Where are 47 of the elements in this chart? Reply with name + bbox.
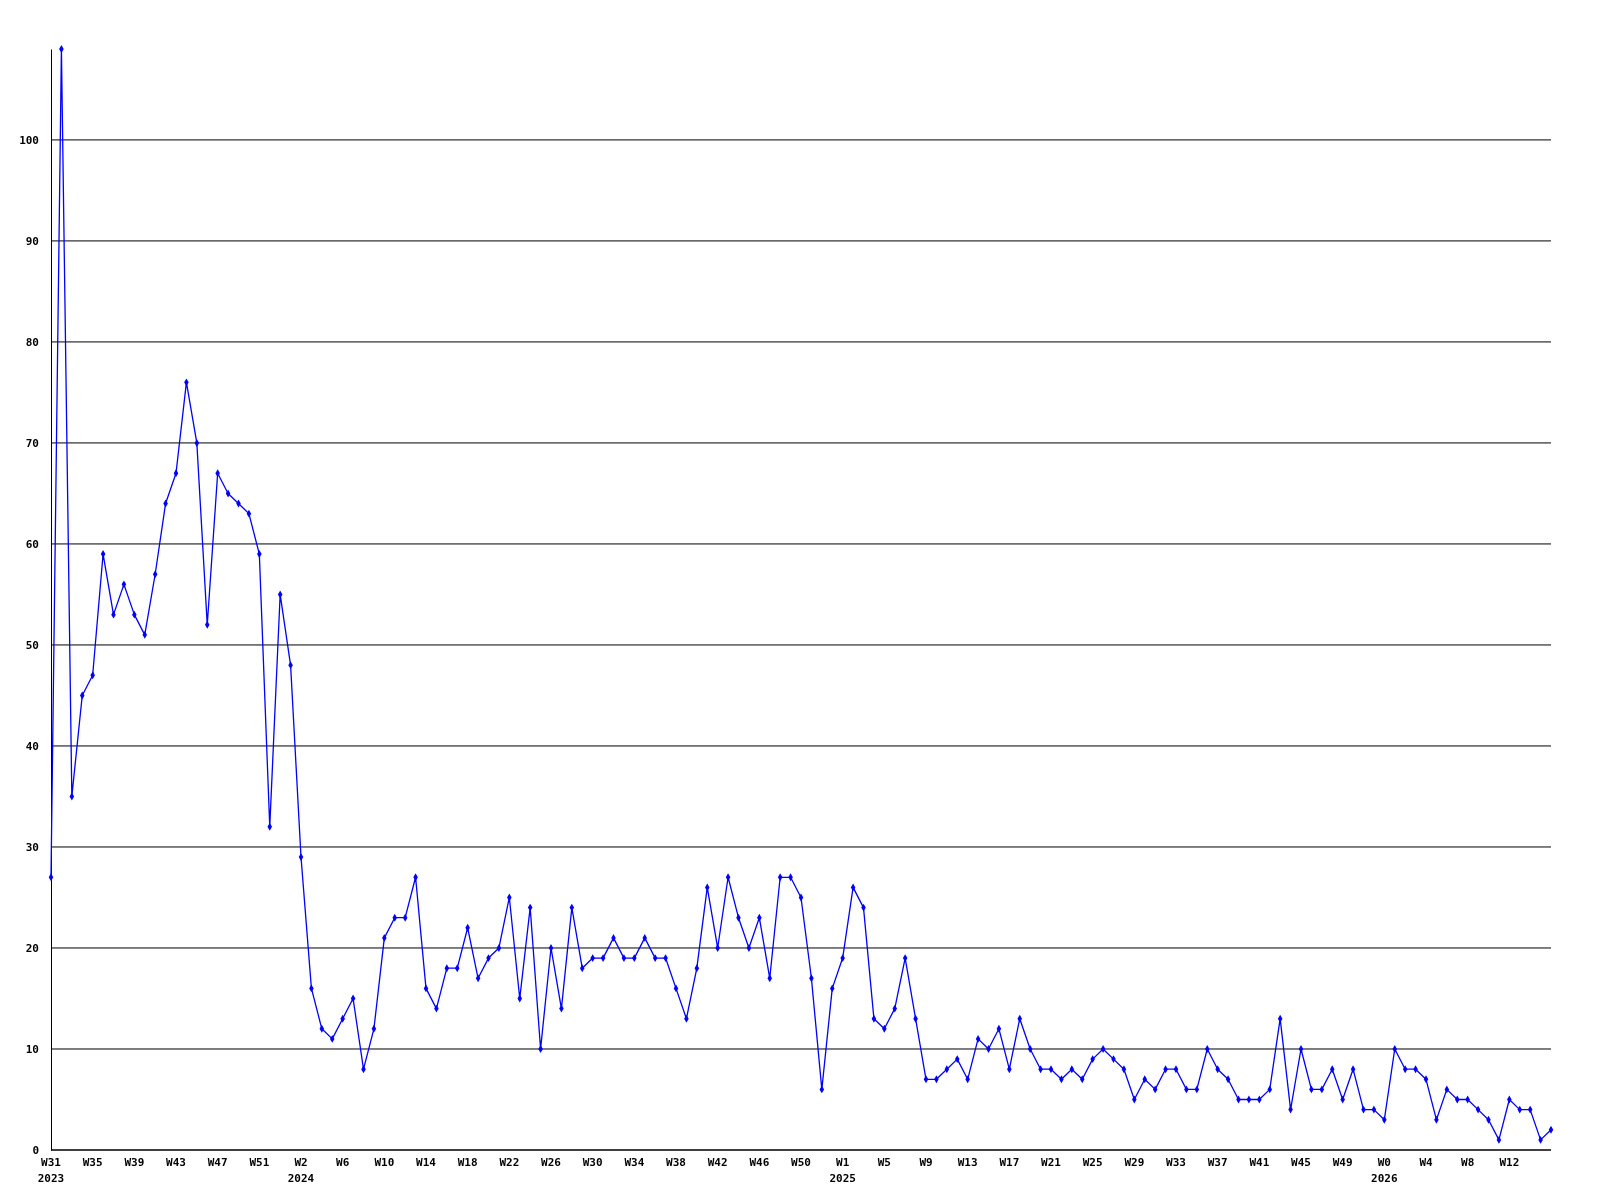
x-tick-label: W49 <box>1332 1156 1353 1169</box>
x-tick-label: W31 2023 <box>37 1156 65 1185</box>
y-tick-label: 70 <box>25 436 39 450</box>
y-tick-label: 0 <box>32 1144 39 1158</box>
y-tick-label: 20 <box>25 942 39 955</box>
x-tick-label: W0 2026 <box>1371 1156 1398 1185</box>
x-tick-label: W17 <box>999 1156 1020 1169</box>
x-tick-label: W22 <box>499 1156 520 1169</box>
x-tick-label: W10 <box>374 1156 395 1169</box>
x-tick-label: W2 2024 <box>287 1156 315 1185</box>
y-tick-label: 100 <box>19 133 39 147</box>
x-tick-label: W5 <box>877 1156 891 1169</box>
x-tick-label: W50 <box>791 1156 811 1169</box>
x-tick-label: W4 <box>1419 1156 1433 1169</box>
y-tick-label: 60 <box>25 537 39 551</box>
x-tick-label: W41 <box>1249 1156 1270 1169</box>
x-tick-label: W45 <box>1291 1156 1311 1169</box>
y-tick-label: 90 <box>25 234 39 248</box>
x-tick-label: W33 <box>1166 1156 1186 1169</box>
x-tick-label: W18 <box>457 1156 478 1169</box>
x-tick-label: W21 <box>1041 1156 1062 1169</box>
x-tick-label: W9 <box>919 1156 933 1169</box>
x-tick-label: W39 <box>124 1156 145 1169</box>
x-tick-label: W46 <box>749 1156 770 1169</box>
y-tick-label: 80 <box>25 335 39 349</box>
x-tick-label: W37 <box>1207 1156 1228 1169</box>
x-tick-label: W12 <box>1499 1156 1520 1169</box>
x-tick-label: W30 <box>582 1156 603 1169</box>
x-tick-label: W1 2025 <box>829 1156 856 1185</box>
x-tick-label: W6 <box>336 1156 350 1169</box>
x-tick-label: W42 <box>707 1156 728 1169</box>
x-tick-label: W43 <box>166 1156 186 1169</box>
x-tick-label: W25 <box>1082 1156 1103 1169</box>
x-tick-label: W14 <box>416 1156 437 1169</box>
x-tick-label: W51 <box>249 1156 270 1169</box>
y-tick-label: 10 <box>25 1043 39 1057</box>
x-tick-label: W8 <box>1461 1156 1475 1169</box>
y-tick-label: 50 <box>25 638 39 652</box>
x-tick-label: W34 <box>624 1156 645 1169</box>
x-tick-label: W35 <box>82 1156 103 1169</box>
x-tick-label: W13 <box>957 1156 978 1169</box>
x-tick-label: W47 <box>207 1156 228 1169</box>
x-tick-label: W29 <box>1124 1156 1145 1169</box>
x-tick-label: W38 <box>666 1156 686 1169</box>
y-tick-label: 30 <box>25 840 39 854</box>
y-tick-label: 40 <box>25 739 39 753</box>
x-tick-label: W26 <box>541 1156 562 1169</box>
